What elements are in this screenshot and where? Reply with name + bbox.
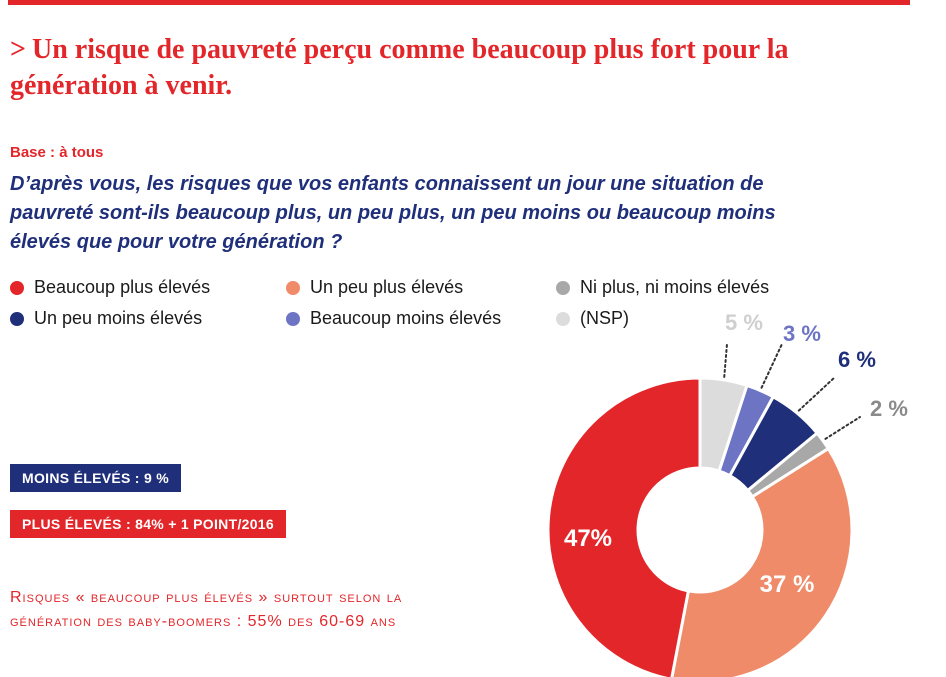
legend-dot-icon xyxy=(10,311,24,326)
leader-line xyxy=(797,377,835,412)
tag-plus-eleves: PLUS ÉLEVÉS : 84% + 1 POINT/2016 xyxy=(10,510,286,538)
footnote: Risques « beaucoup plus élevés » surtout… xyxy=(10,589,403,630)
legend-dot-icon xyxy=(286,280,300,295)
legend-dot-icon xyxy=(286,311,300,326)
data-label: 2 % xyxy=(870,396,908,421)
legend-label: (NSP) xyxy=(580,308,629,328)
data-label: 37 % xyxy=(760,571,815,598)
legend-item-un-peu-plus: Un peu plus élevés xyxy=(286,277,463,298)
legend-item-beaucoup-moins: Beaucoup moins élevés xyxy=(286,308,501,329)
leader-line xyxy=(723,343,728,378)
data-label: 47% xyxy=(564,525,612,552)
legend-dot-icon xyxy=(10,280,24,295)
survey-question: D’après vous, les risques que vos enfant… xyxy=(10,173,776,253)
top-rule xyxy=(8,0,910,5)
page-title-text: Un risque de pauvreté perçu comme beauco… xyxy=(10,34,789,101)
data-label: 3 % xyxy=(783,321,821,346)
leader-line xyxy=(824,416,861,440)
legend-item-nsp: (NSP) xyxy=(556,308,629,329)
chevron-right-icon: > xyxy=(10,34,26,65)
legend-item-beaucoup-plus: Beaucoup plus élevés xyxy=(10,277,210,298)
page-title: > Un risque de pauvreté perçu comme beauc… xyxy=(10,32,810,104)
legend-label: Un peu plus élevés xyxy=(310,277,464,297)
base-label: Base : à tous xyxy=(10,144,104,161)
data-label: 6 % xyxy=(838,347,876,372)
legend-item-un-peu-moins: Un peu moins élevés xyxy=(10,308,202,329)
slice-beaucoup-plus-lev-s xyxy=(546,376,702,677)
data-label: 5 % xyxy=(725,310,763,335)
legend-label: Ni plus, ni moins élevés xyxy=(580,277,770,297)
legend-label: Un peu moins élevés xyxy=(34,308,203,328)
leader-line xyxy=(760,343,783,389)
legend-dot-icon xyxy=(556,280,570,295)
legend-dot-icon xyxy=(556,311,570,326)
slice-un-peu-plus-lev-s xyxy=(670,446,854,677)
legend-label: Beaucoup plus élevés xyxy=(34,277,211,297)
tag-moins-eleves: MOINS ÉLEVÉS : 9 % xyxy=(10,464,181,492)
legend-label: Beaucoup moins élevés xyxy=(310,308,502,328)
legend-item-ni-plus-ni-moins: Ni plus, ni moins élevés xyxy=(556,277,769,298)
